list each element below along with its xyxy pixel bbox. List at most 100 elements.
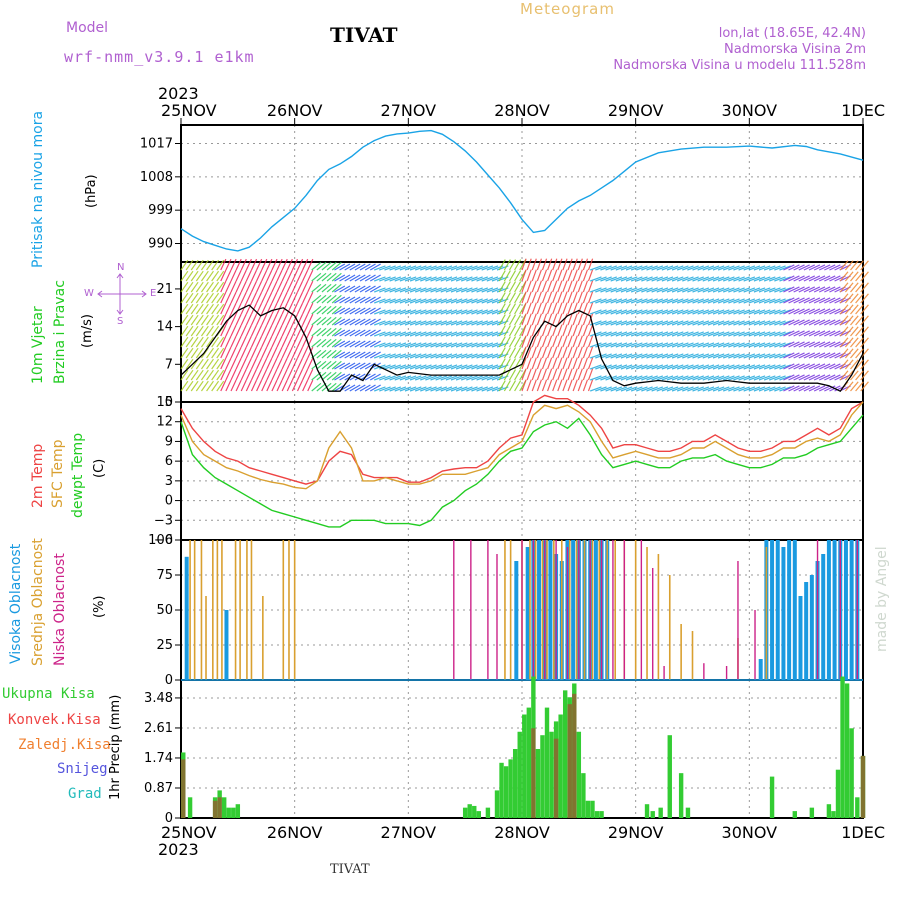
- wind-barb: [435, 309, 448, 315]
- wind-barb: [636, 298, 648, 304]
- wind-barb: [610, 353, 623, 359]
- wind-barb: [508, 292, 517, 304]
- wind-barb: [445, 309, 458, 315]
- wind-barb: [656, 276, 669, 282]
- wind-barb: [818, 341, 831, 348]
- wind-barb: [404, 298, 417, 304]
- wind-barb: [344, 318, 356, 326]
- wind-barb: [180, 303, 189, 315]
- wind-barb: [748, 375, 761, 381]
- wind-barb: [261, 357, 268, 370]
- wind-barb: [850, 293, 859, 304]
- wind-barb: [450, 342, 463, 348]
- wind-barb: [425, 331, 437, 337]
- wind-barb: [722, 309, 735, 315]
- wind-barb: [240, 291, 247, 304]
- wind-barb: [600, 320, 612, 326]
- wind-barb: [813, 385, 826, 392]
- wind-barb: [384, 342, 396, 348]
- wind-barb: [818, 330, 831, 337]
- wind-barb: [359, 384, 371, 392]
- wind-barb: [211, 303, 220, 315]
- wind-barb: [793, 319, 805, 326]
- wind-barb: [646, 276, 658, 282]
- wind-barb: [733, 375, 745, 381]
- wind-barb: [808, 341, 821, 348]
- wind-barb: [435, 265, 448, 271]
- wind-barb: [824, 341, 836, 348]
- precip-bar-total: [499, 762, 504, 818]
- ytick-label: 50: [156, 603, 173, 618]
- wind-barb: [531, 357, 537, 370]
- wind-barb: [334, 362, 346, 370]
- wind-barb: [206, 314, 214, 326]
- wind-barb: [850, 381, 859, 392]
- wind-barb: [369, 285, 381, 293]
- wind-barb: [531, 313, 537, 326]
- wind-barb: [271, 357, 278, 370]
- wind-barb: [420, 309, 432, 315]
- wind-barb: [296, 258, 304, 271]
- wind-barb: [813, 319, 826, 326]
- wind-barb: [552, 291, 558, 304]
- wind-barb: [779, 342, 791, 348]
- wind-barb: [728, 364, 740, 370]
- wind-barb: [661, 331, 674, 337]
- wind-barb: [641, 276, 653, 282]
- wind-barb: [389, 364, 402, 370]
- wind-barb: [514, 369, 522, 381]
- wind-barb: [717, 364, 730, 370]
- wind-barb: [636, 386, 648, 392]
- wind-barb: [615, 265, 628, 271]
- wind-barb: [552, 357, 558, 370]
- wind-barb: [404, 309, 417, 315]
- wind-barb: [676, 309, 689, 315]
- wind-barb: [661, 364, 674, 370]
- wind-barb: [829, 308, 841, 315]
- wind-barb: [481, 342, 494, 348]
- wind-barb: [769, 331, 781, 337]
- wind-barb: [552, 269, 558, 282]
- wind-barb: [646, 342, 658, 348]
- wind-barb: [850, 370, 859, 381]
- wind-barb: [379, 353, 391, 359]
- wind-barb: [316, 283, 327, 293]
- wind-barb: [788, 363, 800, 370]
- cloud-bar: [514, 561, 519, 680]
- wind-barb: [498, 270, 506, 282]
- wind-barb: [676, 331, 689, 337]
- wind-barb: [692, 342, 704, 348]
- wind-barb: [572, 269, 578, 282]
- wind-barb: [687, 265, 699, 271]
- wind-barb: [671, 386, 684, 392]
- precip-bar-total: [226, 807, 231, 818]
- wind-barb: [702, 386, 715, 392]
- wind-barb: [514, 281, 522, 293]
- wind-barb: [225, 324, 232, 337]
- wind-barb: [839, 293, 849, 304]
- wind-barb: [389, 298, 402, 304]
- wind-barb: [409, 386, 422, 392]
- wind-barb: [676, 342, 689, 348]
- wind-barb: [486, 364, 499, 370]
- wind-barb: [641, 265, 653, 271]
- wind-barb: [717, 265, 730, 271]
- page-title: TIVAT: [330, 23, 398, 47]
- wind-barb: [536, 379, 543, 392]
- wind-barb: [656, 298, 669, 304]
- wind-barb: [728, 320, 740, 326]
- wind-barb: [235, 379, 242, 392]
- wind-barb: [661, 342, 674, 348]
- wind-barb: [547, 368, 553, 381]
- wind-barb: [508, 336, 517, 348]
- wind-barb: [818, 286, 831, 293]
- wind-barb: [687, 331, 699, 337]
- wind-barb: [455, 364, 468, 370]
- wind-barb: [420, 331, 432, 337]
- wind-barb: [738, 265, 751, 271]
- wind-barb: [587, 258, 594, 271]
- wind-barb: [562, 258, 568, 271]
- wind-barb: [369, 373, 381, 381]
- wind-barb: [311, 327, 322, 337]
- wind-barb: [344, 296, 356, 304]
